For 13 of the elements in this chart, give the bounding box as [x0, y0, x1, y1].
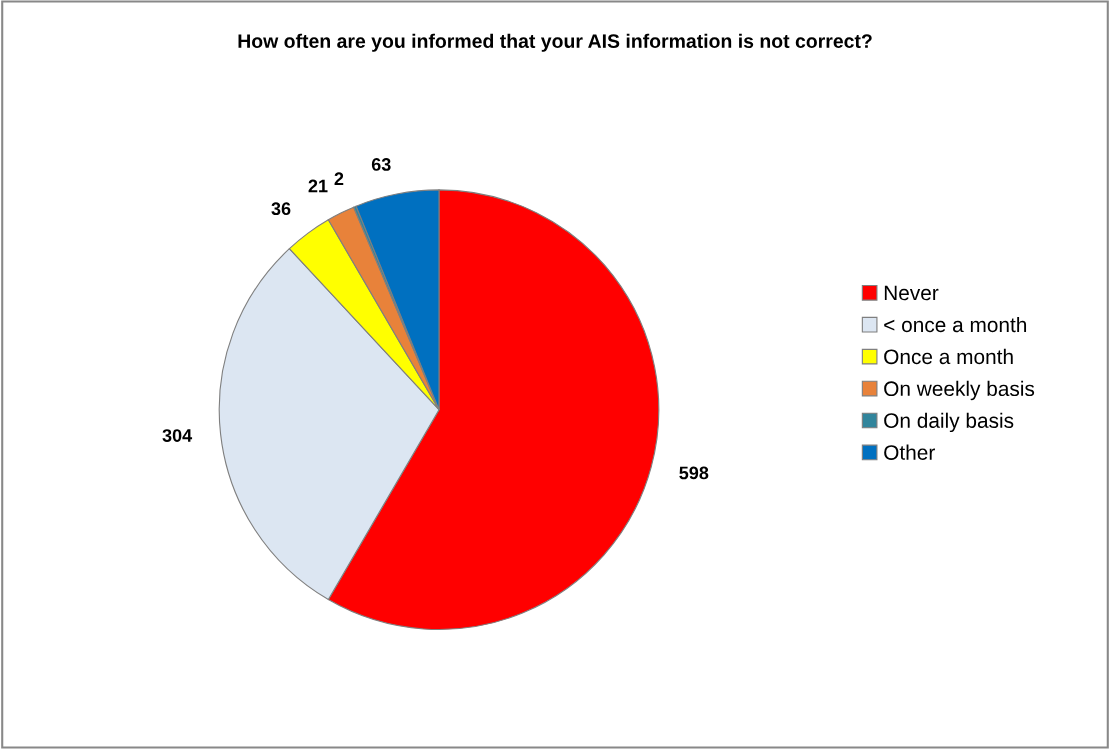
data-label: 598 — [679, 466, 709, 480]
chart-title: How often are you informed that your AIS information is not correct? — [238, 33, 872, 52]
data-label: 36 — [271, 202, 291, 216]
data-label: 63 — [371, 158, 391, 171]
legend-label: Never — [884, 285, 939, 301]
data-label: 304 — [162, 429, 193, 442]
legend-label: On weekly basis — [884, 380, 1035, 401]
legend-label: Once a month — [884, 348, 1013, 365]
legend-label: On daily basis — [884, 412, 1014, 433]
data-label: 2 — [334, 172, 344, 185]
legend-label: < once a month — [884, 316, 1027, 333]
legend-label: Other — [884, 444, 935, 460]
data-label: 21 — [308, 179, 328, 193]
